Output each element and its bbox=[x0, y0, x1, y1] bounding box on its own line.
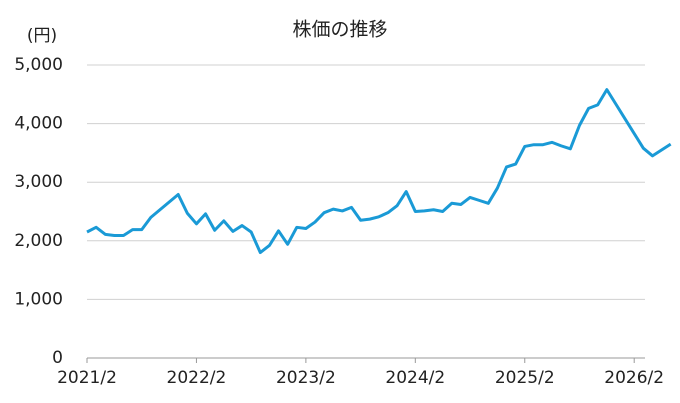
x-tick-label: 2025/2 bbox=[495, 368, 555, 388]
y-tick-label: 3,000 bbox=[14, 172, 63, 192]
y-tick-label: 0 bbox=[52, 348, 63, 368]
x-tick-label: 2023/2 bbox=[276, 368, 336, 388]
y-tick-label: 5,000 bbox=[14, 55, 63, 75]
x-tick-label: 2026/2 bbox=[604, 368, 664, 388]
y-tick-label: 4,000 bbox=[14, 114, 63, 134]
data-line bbox=[86, 88, 672, 255]
y-tick-label: 2,000 bbox=[14, 231, 63, 251]
chart-title: 株価の推移 bbox=[292, 19, 387, 41]
x-tick-label: 2024/2 bbox=[385, 368, 445, 388]
x-tick-label: 2022/2 bbox=[167, 368, 227, 388]
x-tick-label: 2021/2 bbox=[57, 368, 117, 388]
y-axis-label: (円) bbox=[27, 26, 57, 46]
y-tick-label: 1,000 bbox=[14, 289, 63, 309]
